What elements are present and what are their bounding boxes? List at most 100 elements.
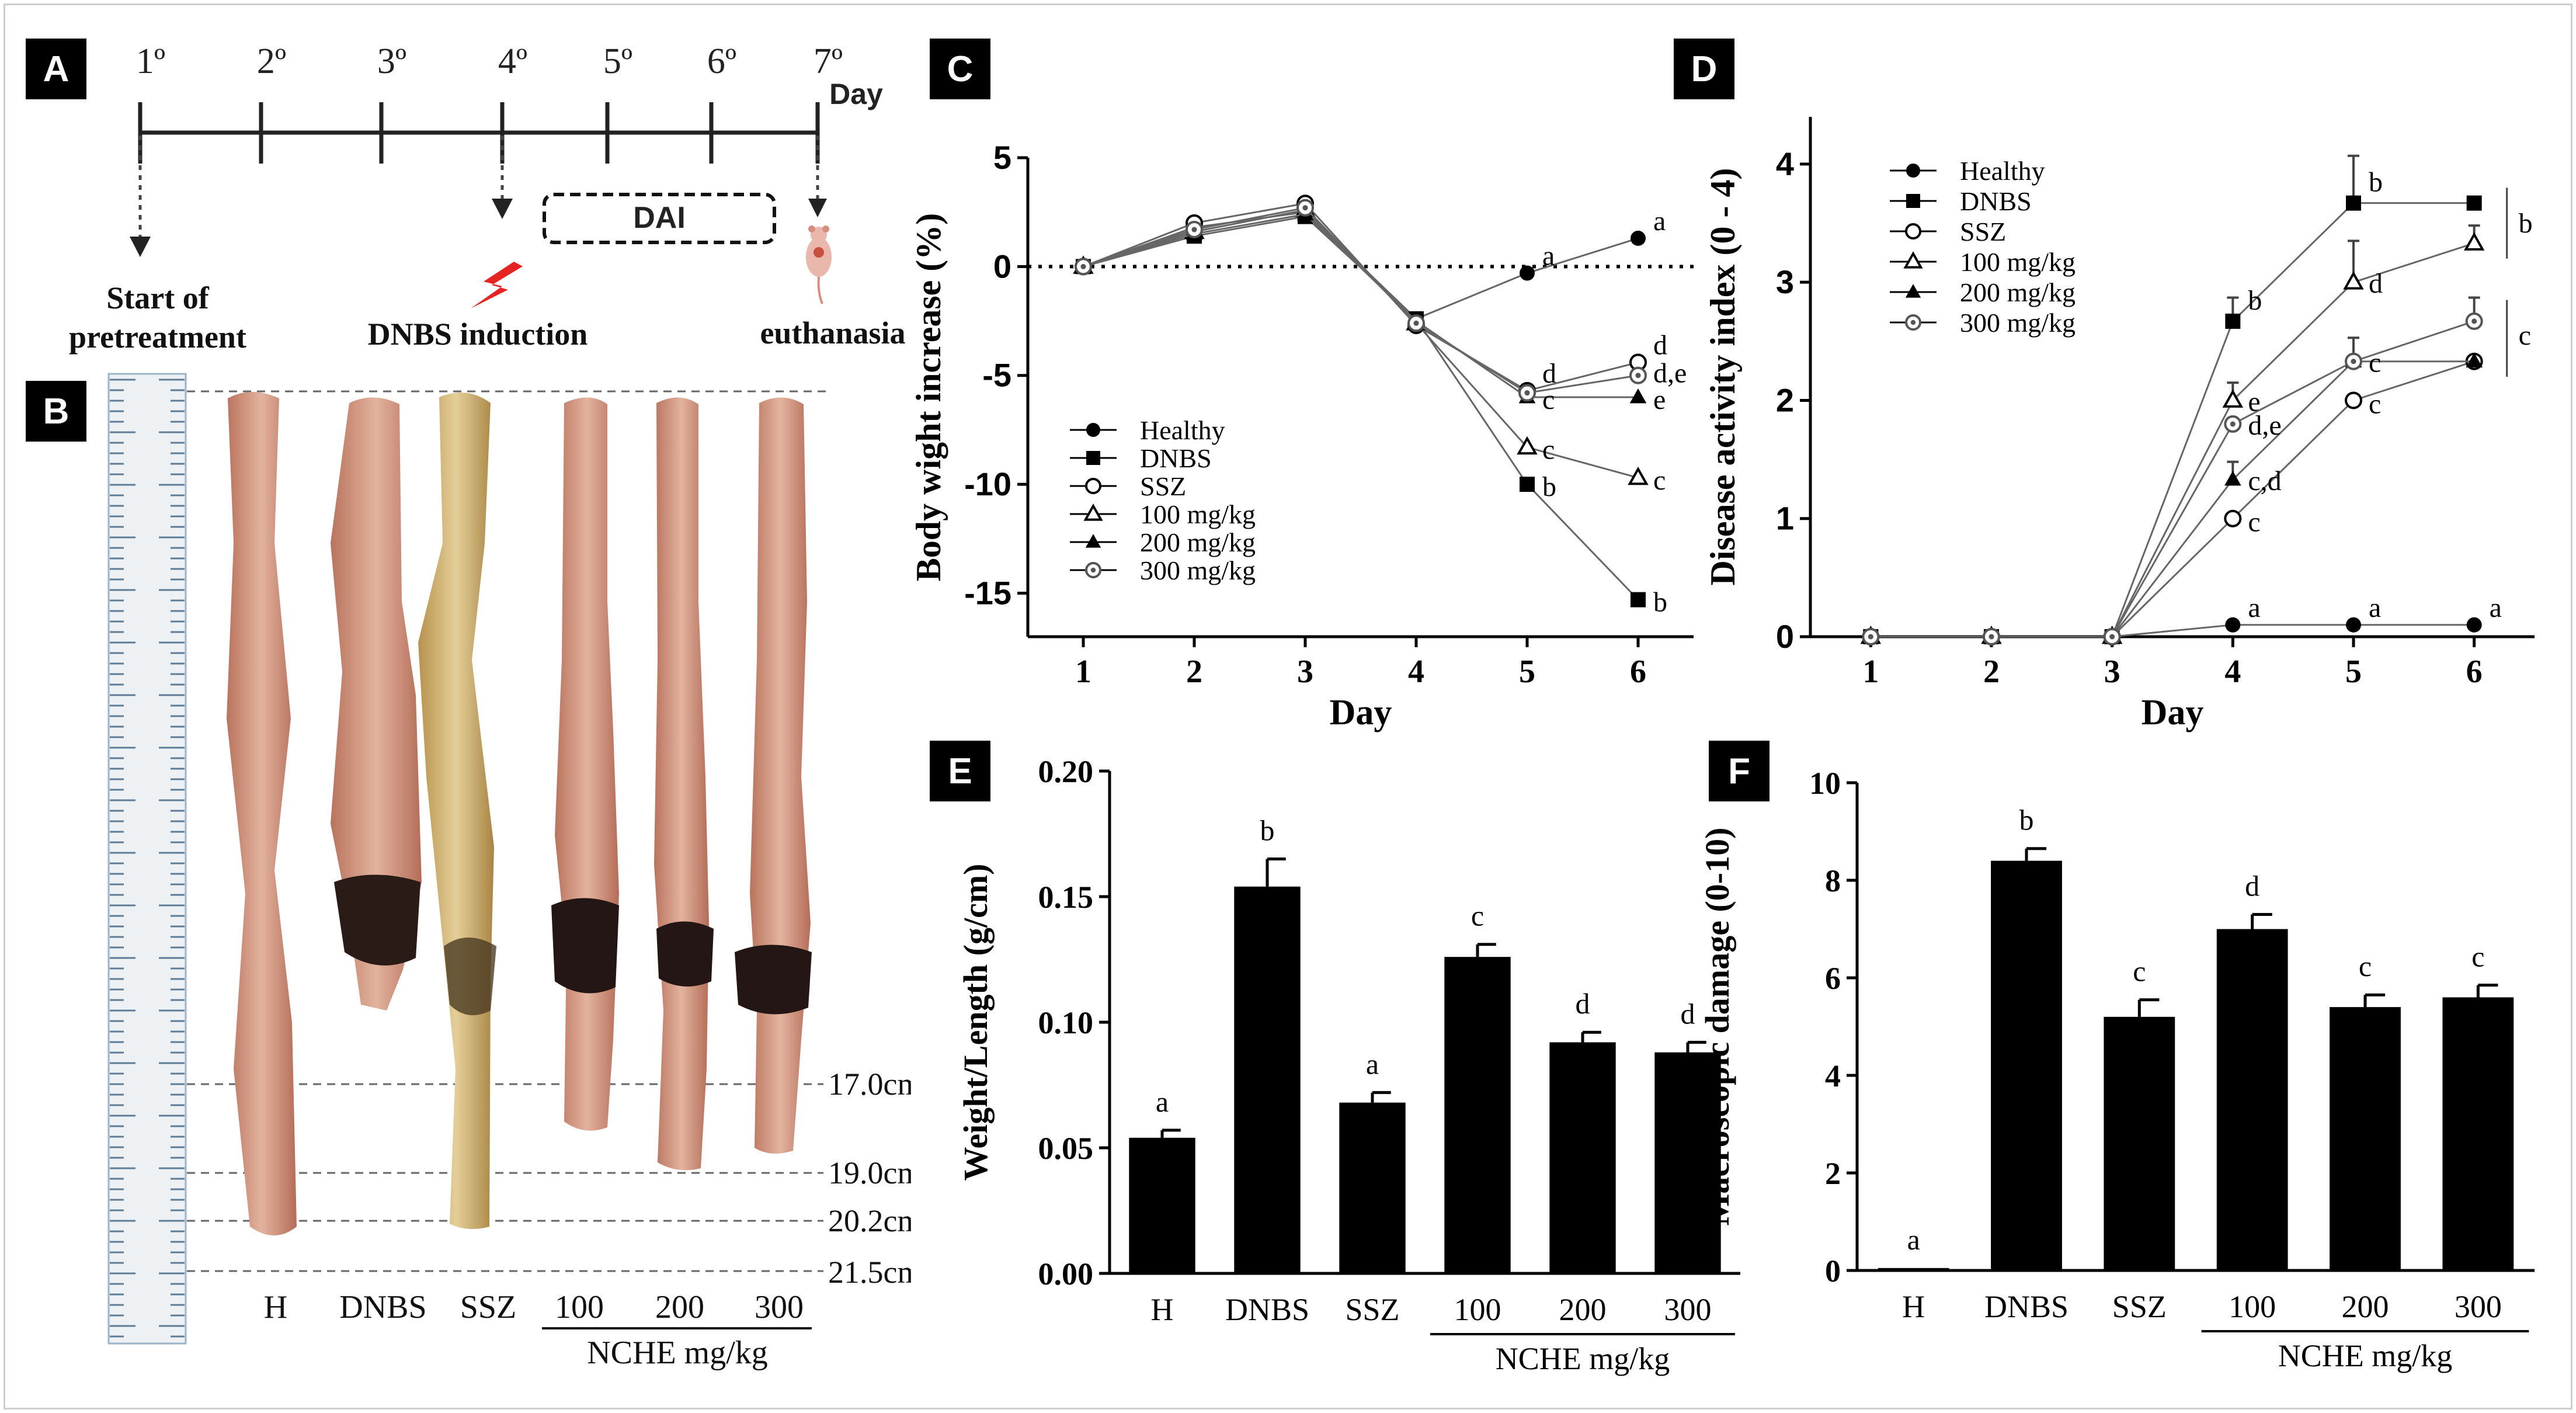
panel-label-e: E xyxy=(930,741,990,801)
series-line xyxy=(1871,624,2474,638)
legend-entry: 300 mg/kg xyxy=(1890,308,2076,338)
x-tick-label: 1 xyxy=(1075,654,1091,690)
data-point xyxy=(2466,617,2482,633)
x-tick-label: DNBS xyxy=(1984,1289,2069,1324)
colon-specimen-ssz xyxy=(418,393,496,1229)
legend-entry: Healthy xyxy=(1070,415,1225,445)
legend-marker xyxy=(1086,451,1100,465)
data-point xyxy=(2466,352,2483,368)
timeline-day-3: 3º xyxy=(377,41,406,81)
legend-entry: SSZ xyxy=(1070,471,1186,501)
bracket-letter: b xyxy=(2519,208,2533,239)
x-tick-label: 200 xyxy=(1559,1292,1607,1327)
specimen-label-ssz: SSZ xyxy=(460,1289,517,1325)
y-tick-label: 0.00 xyxy=(1038,1256,1094,1292)
legend-marker xyxy=(1906,164,1920,178)
bar-h xyxy=(1129,1137,1195,1273)
y-tick-label: 1 xyxy=(1776,500,1794,537)
x-tick-label: 4 xyxy=(1408,654,1424,690)
data-point xyxy=(1407,314,1425,332)
timeline-axis xyxy=(138,102,820,164)
arrow-down-icon xyxy=(492,199,513,219)
y-tick-label: -10 xyxy=(964,466,1011,502)
significance-letter: b xyxy=(1542,471,1556,502)
series-100-mg-kg: ed xyxy=(1860,224,2485,644)
x-tick-label: 300 xyxy=(1664,1292,1712,1327)
data-point xyxy=(1517,436,1538,455)
significance-letter: d,e xyxy=(2248,410,2281,441)
data-point xyxy=(2463,232,2485,251)
series-300-mg-kg: d,e xyxy=(1862,296,2483,645)
lightning-icon xyxy=(471,262,523,308)
panel-label-d: D xyxy=(1674,39,1734,99)
x-tick-label: 6 xyxy=(2466,654,2483,690)
significance-letter: c xyxy=(2133,955,2146,988)
x-tick-label: 100 xyxy=(2229,1289,2276,1324)
y-tick-label: 0.05 xyxy=(1038,1131,1094,1166)
panel-label-c: C xyxy=(930,39,990,99)
bar-100 xyxy=(2216,929,2288,1270)
x-tick-label: SSZ xyxy=(1345,1292,1399,1327)
colon-specimen-300 xyxy=(735,397,812,1154)
timeline-day-4: 4º xyxy=(498,41,527,81)
significance-letter: c xyxy=(1542,435,1555,466)
panel-label-a: A xyxy=(26,39,86,99)
significance-letter: a xyxy=(2248,592,2260,623)
series-line xyxy=(1871,320,2475,638)
x-tick-label: DNBS xyxy=(1225,1292,1309,1327)
x-tick-label: 100 xyxy=(1454,1292,1501,1327)
data-point xyxy=(2225,313,2241,329)
data-point xyxy=(1628,466,1649,485)
legend-marker xyxy=(1085,562,1101,578)
data-point xyxy=(1631,230,1646,246)
data-point xyxy=(1983,628,2000,645)
y-tick-label: 5 xyxy=(993,139,1011,176)
timeline-panel: 1º 2º 3º 4º 5º 6º 7º Day DAI Start of pr… xyxy=(69,41,905,355)
significance-letter: b xyxy=(2019,804,2034,836)
x-axis-label: Day xyxy=(1330,693,1392,732)
bar-h xyxy=(1878,1268,1949,1271)
data-point xyxy=(1629,388,1647,404)
euthanasia-label: euthanasia xyxy=(760,315,905,350)
x-tick-label: 300 xyxy=(2455,1289,2502,1324)
rat-icon xyxy=(806,225,832,304)
data-point xyxy=(2346,195,2361,211)
y-axis-label: Disease activity index (0 - 4) xyxy=(1704,168,1742,586)
data-point xyxy=(1296,199,1314,217)
data-point xyxy=(1862,628,1880,645)
y-tick-label: 3 xyxy=(1776,263,1794,300)
significance-letter: c xyxy=(2471,940,2484,973)
length-mark-20: 20.2cm xyxy=(828,1203,911,1238)
bar-dnbs xyxy=(1234,886,1301,1273)
data-point xyxy=(2224,415,2242,433)
legend-marker xyxy=(1086,423,1100,437)
data-point xyxy=(2224,509,2242,527)
colon-specimen-100 xyxy=(551,397,619,1131)
length-mark-19: 19.0cm xyxy=(828,1155,911,1190)
legend-label: 100 mg/kg xyxy=(1960,247,2076,277)
chart-c-body-weight: 5 0 -5 -10 -15 1 2 3 4 5 6 Day Body wight increase (… xyxy=(911,139,1694,732)
data-point xyxy=(1520,477,1535,492)
y-tick-label: 0.20 xyxy=(1038,754,1094,789)
legend-label: 300 mg/kg xyxy=(1140,556,1256,585)
ruler xyxy=(107,373,187,1345)
chart-f-macroscopic: 0 2 4 6 8 10 Macroscopic damage (0-10) aHb DNBS c… xyxy=(1698,766,2535,1373)
y-tick-label: 0 xyxy=(1776,618,1794,655)
bar-300 xyxy=(1654,1052,1721,1273)
series-300-mg-kg: d,e xyxy=(1075,199,1687,402)
data-point xyxy=(2466,195,2482,211)
chart-e-weight-length: 0.00 0.05 0.10 0.15 0.20 Weight/Length (g/cm)… xyxy=(957,754,1740,1376)
data-point xyxy=(2225,617,2241,633)
y-axis-label: Macroscopic damage (0-10) xyxy=(1698,828,1736,1226)
legend-marker xyxy=(1905,314,1921,331)
arrow-down-icon xyxy=(808,199,827,217)
timeline-day-2: 2º xyxy=(257,41,286,81)
y-tick-label: 0.10 xyxy=(1038,1005,1094,1040)
significance-letter: a xyxy=(2490,592,2502,623)
significance-letter: d xyxy=(2369,268,2383,299)
significance-letter: c,d xyxy=(2248,466,2281,497)
significance-letter: b xyxy=(2369,167,2383,198)
significance-letter: d xyxy=(1542,358,1556,389)
dai-window xyxy=(543,193,776,244)
